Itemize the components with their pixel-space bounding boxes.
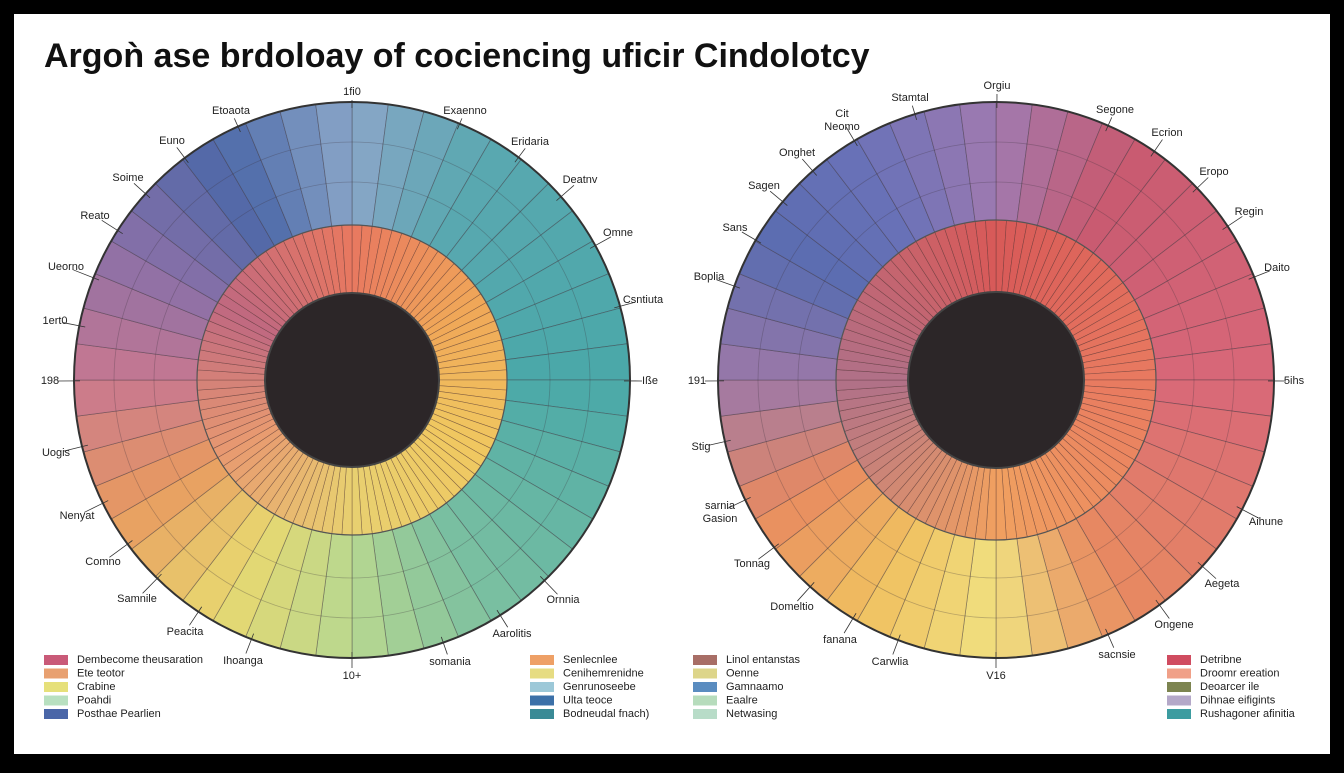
wheel-label: V16 [986, 670, 1006, 682]
wheel-label: 10+ [343, 670, 362, 682]
legend-swatch [44, 682, 68, 692]
wheel-label: Orgiu [984, 80, 1011, 92]
legend-swatch [1167, 696, 1191, 706]
center-hole [908, 292, 1084, 468]
wheel-label: Ihoanga [223, 655, 264, 667]
wheel-label: Aarolitis [492, 628, 532, 640]
wheel-label: Ornnia [546, 594, 580, 606]
wheel-label: sacnsie [1098, 649, 1135, 661]
wheel-label: Euno [159, 135, 185, 147]
title: Argoǹ ase brdoloay of cociencing uficir … [44, 37, 870, 75]
wheel-label: Soime [112, 172, 143, 184]
legend-swatch [693, 655, 717, 665]
wheel-label: Peacita [167, 626, 205, 638]
legend-swatch [530, 682, 554, 692]
legend-label: Dihnae eifigints [1200, 694, 1276, 706]
legend-label: Poahdi [77, 694, 111, 706]
wheel-label: Eropo [1199, 166, 1228, 178]
wheel-label: Regin [1235, 206, 1264, 218]
wheel-label: 1fi0 [343, 86, 361, 98]
wheel-label: Uogis [42, 447, 71, 459]
legend-label: Posthae Pearlien [77, 708, 161, 720]
wheel-label: Sans [722, 222, 748, 234]
wheel [718, 102, 1274, 658]
wheel-label: Carwlia [872, 656, 910, 668]
wheel-label: Ueorno [48, 261, 84, 273]
legend-swatch [44, 696, 68, 706]
wheel [74, 102, 630, 658]
wheel-label: Csntiuta [623, 294, 664, 306]
legend-label: Ulta teoce [563, 694, 613, 706]
wheel-label: Deatnv [563, 174, 598, 186]
wheel-label: Iße [642, 375, 658, 387]
legend-swatch [530, 696, 554, 706]
legend-label: Detribne [1200, 654, 1242, 666]
legend-swatch [1167, 682, 1191, 692]
wheel-label: 191 [688, 375, 706, 387]
wheel-label: Reato [80, 210, 109, 222]
legend-label: Eaalre [726, 694, 758, 706]
legend-swatch [530, 655, 554, 665]
wheel-label: Samnile [117, 593, 157, 605]
wheel-label: Ecrion [1151, 127, 1182, 139]
legend-swatch [530, 669, 554, 679]
legend-label: Ete teotor [77, 667, 125, 679]
legend-label: Deoarcer ile [1200, 681, 1259, 693]
legend-label: Netwasing [726, 708, 777, 720]
wheel-label: 5ihs [1284, 375, 1305, 387]
wheel-label: Omne [603, 227, 633, 239]
center-hole [265, 293, 439, 467]
legend-label: Gamnaamo [726, 681, 783, 693]
wheel-label: Onghet [779, 147, 815, 159]
wheel-label: Aegeta [1205, 578, 1241, 590]
wheel-label: Etoaota [212, 105, 251, 117]
legend-label: Oenne [726, 667, 759, 679]
legend-swatch [1167, 669, 1191, 679]
legend-swatch [44, 655, 68, 665]
legend-label: Rushagoner afinitia [1200, 708, 1296, 720]
legend-label: Genrunoseebe [563, 681, 636, 693]
wheel-label: 1ert0 [42, 315, 67, 327]
wheel-label: Eridaria [511, 136, 550, 148]
wheel-label: Daito [1264, 262, 1290, 274]
legend-label: Bodneudal fnach) [563, 708, 649, 720]
legend-label: Dembecome theusaration [77, 654, 203, 666]
legend-label: Senlecnlee [563, 654, 617, 666]
wheel-label: somania [429, 656, 471, 668]
wheel-label: Tonnag [734, 558, 770, 570]
wheel-label: Ongene [1154, 619, 1193, 631]
legend-swatch [693, 682, 717, 692]
legend-swatch [44, 709, 68, 719]
wheel-label: Exaenno [443, 105, 486, 117]
wheel-label: fanana [823, 634, 858, 646]
legend-swatch [693, 669, 717, 679]
legend-swatch [693, 709, 717, 719]
wheel-label: Domeltio [770, 601, 813, 613]
wheel-label: Aihune [1249, 516, 1283, 528]
wheel-label: Boplia [694, 271, 725, 283]
legend-label: Linol entanstas [726, 654, 800, 666]
legend-swatch [44, 669, 68, 679]
wheel-label: Stamtal [891, 92, 928, 104]
legend-swatch [530, 709, 554, 719]
legend-swatch [1167, 709, 1191, 719]
legend-swatch [1167, 655, 1191, 665]
wheel-label: 198 [41, 375, 59, 387]
wheel-label: Segone [1096, 104, 1134, 116]
wheel-label: Nenyat [60, 510, 95, 522]
legend-label: Cenihemrenidne [563, 667, 644, 679]
wheel-label: Stig [692, 441, 711, 453]
legend-label: Crabine [77, 681, 116, 693]
legend-swatch [693, 696, 717, 706]
legend-label: Droomr ereation [1200, 667, 1279, 679]
wheel-label: Comno [85, 556, 120, 568]
wheel-label: Sagen [748, 180, 780, 192]
